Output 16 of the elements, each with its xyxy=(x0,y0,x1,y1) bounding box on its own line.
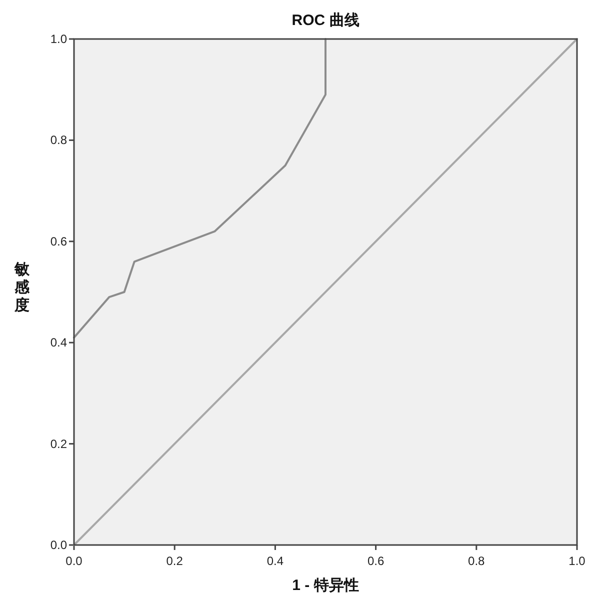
y-tick-label: 0.8 xyxy=(50,133,68,148)
y-axis-title: 敏感度 xyxy=(14,261,30,314)
chart-title: ROC 曲线 xyxy=(292,12,360,29)
y-tick-label: 0.2 xyxy=(50,436,68,451)
y-tick-label: 0.4 xyxy=(50,336,68,350)
x-tick-label: 1.0 xyxy=(568,554,586,568)
x-tick-label: 0.2 xyxy=(166,554,184,568)
y-tick-label: 0.0 xyxy=(50,538,68,552)
y-tick-label: 0.6 xyxy=(50,234,68,248)
x-tick-label: 0.0 xyxy=(66,554,83,568)
x-axis-title: 1 - 特异性 xyxy=(292,577,359,594)
y-tick-label: 1.0 xyxy=(50,32,68,46)
x-tick-label: 0.6 xyxy=(367,554,384,568)
x-tick-label: 0.4 xyxy=(266,554,284,568)
x-tick-label: 0.8 xyxy=(468,554,486,568)
line-series xyxy=(73,38,326,339)
